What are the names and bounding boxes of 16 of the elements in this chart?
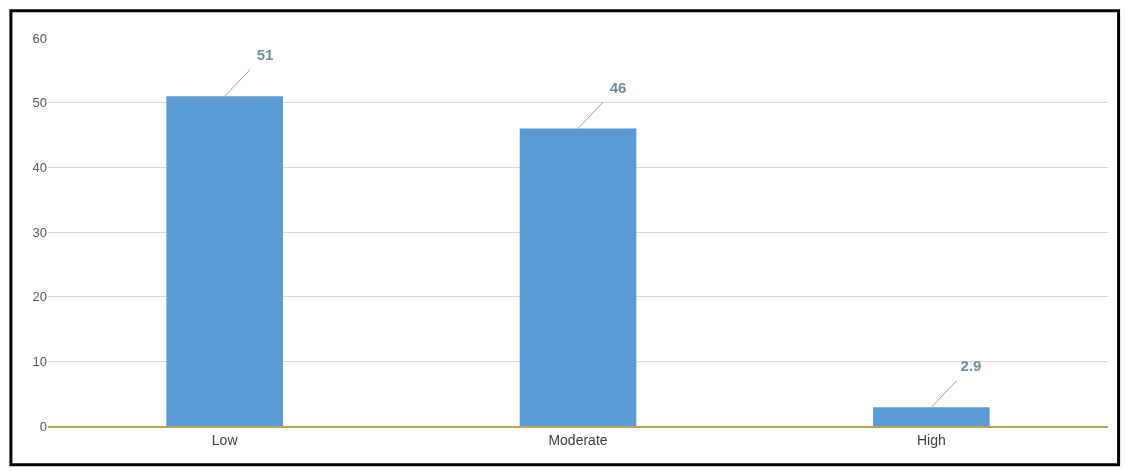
bar <box>873 407 990 426</box>
x-tick-label: Low <box>211 431 239 448</box>
x-tick-label: Moderate <box>548 431 608 448</box>
bar <box>166 96 283 426</box>
y-tick-label: 0 <box>39 418 47 434</box>
y-tick-label: 20 <box>32 289 47 305</box>
y-tick-label: 40 <box>32 159 47 175</box>
bar <box>519 128 637 426</box>
data-label: 46 <box>609 78 627 96</box>
data-label: 2.9 <box>960 356 982 374</box>
y-tick-label: 50 <box>32 95 47 111</box>
data-label: 51 <box>256 45 274 63</box>
x-tick-label: High <box>916 431 946 448</box>
y-tick-label: 60 <box>32 30 47 46</box>
y-tick-label: 10 <box>32 353 47 369</box>
y-tick-label: 30 <box>32 224 47 240</box>
